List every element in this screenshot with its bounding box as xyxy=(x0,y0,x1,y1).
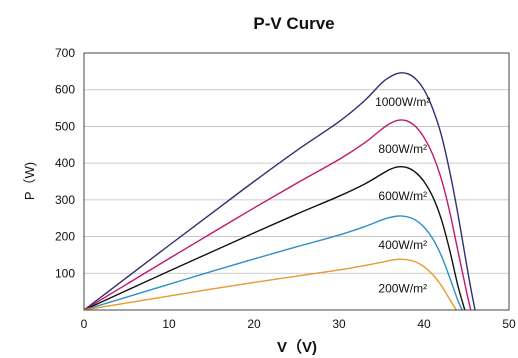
series-label: 400W/m² xyxy=(378,238,427,252)
x-tick-label: 30 xyxy=(332,317,346,331)
y-axis-label: P（W) xyxy=(22,162,37,200)
y-tick-label: 700 xyxy=(55,46,75,60)
x-tick-label: 0 xyxy=(81,317,88,331)
series-line xyxy=(83,72,476,311)
plot-frame xyxy=(83,52,510,311)
series-label: 800W/m² xyxy=(378,142,427,156)
x-tick-label: 10 xyxy=(162,317,176,331)
chart-title: P-V Curve xyxy=(253,14,334,33)
series-lines xyxy=(83,72,476,311)
y-axis-ticks: 100 200 300 400 500 600 700 xyxy=(55,46,75,280)
series-line xyxy=(83,119,472,311)
grid-lines xyxy=(84,89,509,274)
x-tick-label: 40 xyxy=(417,317,431,331)
y-tick-label: 500 xyxy=(55,119,75,133)
x-tick-label: 20 xyxy=(247,317,261,331)
series-label: 600W/m² xyxy=(378,189,427,203)
series-annotations: 1000W/m² 800W/m² 600W/m² 400W/m² 200W/m² xyxy=(375,95,430,295)
y-tick-label: 300 xyxy=(55,193,75,207)
x-axis-label: V（V) xyxy=(277,338,317,356)
x-tick-label: 50 xyxy=(502,317,516,331)
series-line xyxy=(83,165,466,311)
x-axis-ticks: 0 10 20 30 40 50 xyxy=(81,317,516,331)
series-label: 1000W/m² xyxy=(375,95,430,109)
y-tick-label: 200 xyxy=(55,230,75,244)
y-tick-label: 100 xyxy=(55,266,75,280)
series-line xyxy=(83,258,457,311)
series-label: 200W/m² xyxy=(378,281,427,295)
series-line xyxy=(83,215,463,311)
y-tick-label: 400 xyxy=(55,156,75,170)
y-tick-label: 600 xyxy=(55,83,75,97)
